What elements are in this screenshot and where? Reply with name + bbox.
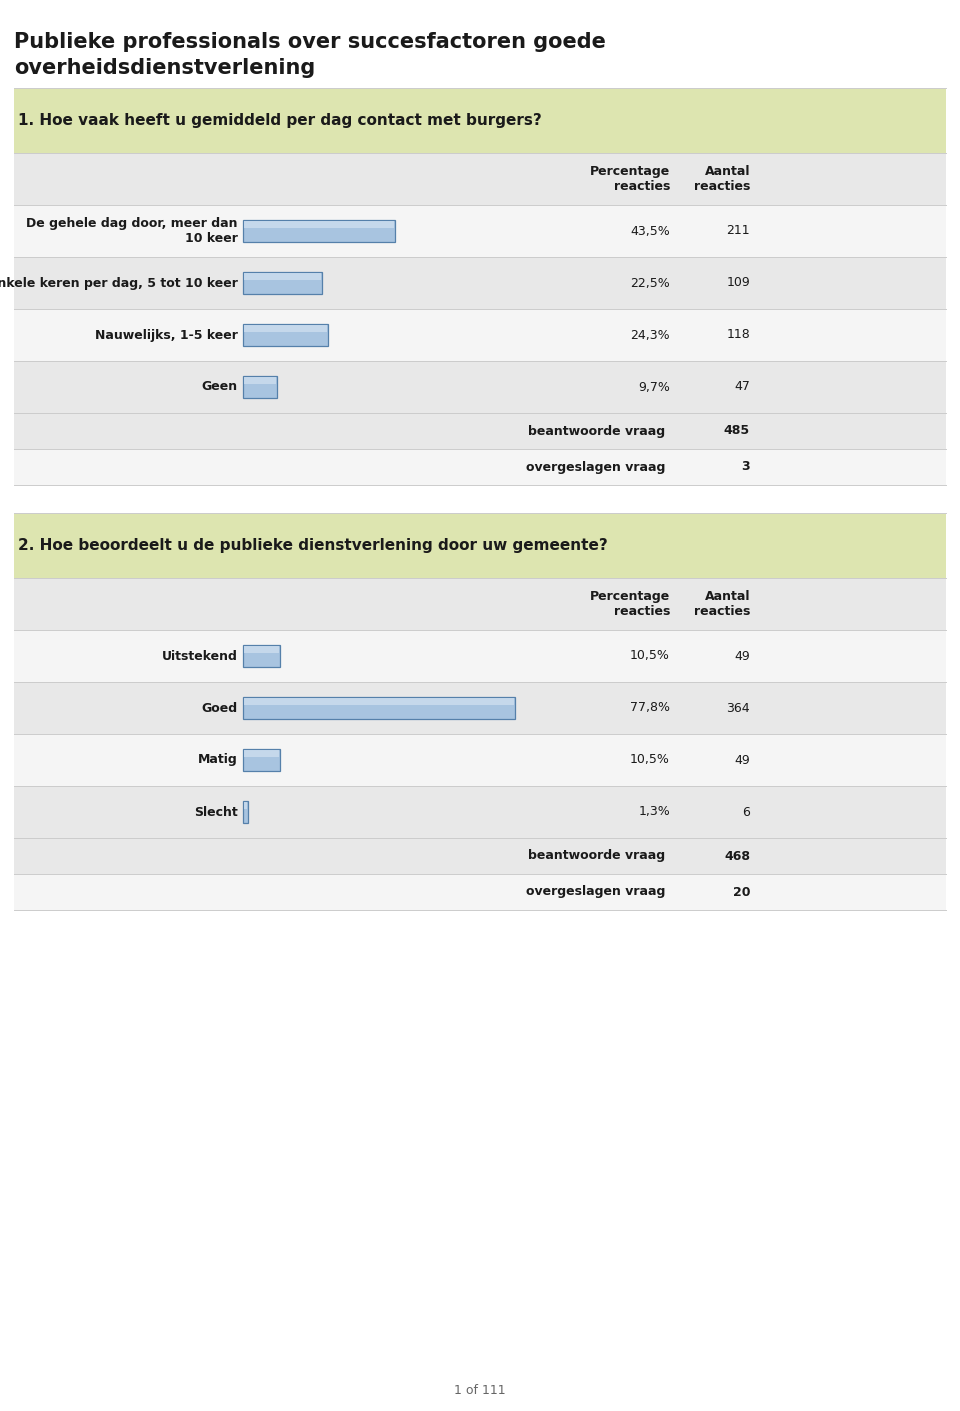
Text: overheidsdienstverlening: overheidsdienstverlening bbox=[14, 58, 315, 78]
Text: 109: 109 bbox=[727, 277, 750, 289]
Bar bbox=[243, 220, 396, 243]
Text: 20: 20 bbox=[732, 886, 750, 899]
Bar bbox=[14, 682, 946, 734]
Text: 3: 3 bbox=[741, 460, 750, 474]
Text: 1,3%: 1,3% bbox=[638, 806, 670, 818]
Bar bbox=[14, 873, 946, 910]
Text: reacties: reacties bbox=[694, 181, 750, 193]
Bar bbox=[243, 749, 279, 770]
Text: Uitstekend: Uitstekend bbox=[162, 649, 238, 663]
Text: 6: 6 bbox=[742, 806, 750, 818]
Text: 9,7%: 9,7% bbox=[638, 381, 670, 394]
Text: 10,5%: 10,5% bbox=[630, 649, 670, 663]
Bar bbox=[14, 786, 946, 838]
Text: Aantal: Aantal bbox=[705, 590, 750, 602]
Text: 468: 468 bbox=[724, 849, 750, 862]
Text: Aantal: Aantal bbox=[705, 165, 750, 178]
Text: 77,8%: 77,8% bbox=[630, 701, 670, 714]
Bar bbox=[243, 645, 279, 667]
Bar bbox=[14, 309, 946, 361]
Bar bbox=[244, 325, 327, 332]
Text: 485: 485 bbox=[724, 425, 750, 437]
Text: Percentage: Percentage bbox=[589, 165, 670, 178]
Bar bbox=[14, 629, 946, 682]
Text: 22,5%: 22,5% bbox=[631, 277, 670, 289]
Bar bbox=[14, 361, 946, 413]
Text: reacties: reacties bbox=[694, 605, 750, 618]
Text: Goed: Goed bbox=[202, 701, 238, 714]
Text: 49: 49 bbox=[734, 753, 750, 766]
Text: 364: 364 bbox=[727, 701, 750, 714]
Bar bbox=[244, 698, 515, 706]
Text: Nauwelijks, 1-5 keer: Nauwelijks, 1-5 keer bbox=[95, 329, 238, 341]
Text: overgeslagen vraag: overgeslagen vraag bbox=[526, 460, 665, 474]
Text: Percentage: Percentage bbox=[589, 590, 670, 602]
Text: overgeslagen vraag: overgeslagen vraag bbox=[526, 886, 665, 899]
Text: 49: 49 bbox=[734, 649, 750, 663]
Bar bbox=[14, 87, 946, 152]
Bar bbox=[14, 449, 946, 485]
Bar bbox=[244, 377, 276, 384]
Text: beantwoorde vraag: beantwoorde vraag bbox=[528, 425, 665, 437]
Text: Enkele keren per dag, 5 tot 10 keer: Enkele keren per dag, 5 tot 10 keer bbox=[0, 277, 238, 289]
Bar bbox=[243, 697, 516, 720]
Bar bbox=[244, 272, 321, 279]
Text: 2. Hoe beoordeelt u de publieke dienstverlening door uw gemeente?: 2. Hoe beoordeelt u de publieke dienstve… bbox=[18, 538, 608, 553]
Text: Publieke professionals over succesfactoren goede: Publieke professionals over succesfactor… bbox=[14, 32, 606, 52]
Text: 118: 118 bbox=[727, 329, 750, 341]
Bar bbox=[243, 272, 322, 293]
Text: reacties: reacties bbox=[613, 181, 670, 193]
Bar bbox=[14, 152, 946, 205]
Text: 24,3%: 24,3% bbox=[631, 329, 670, 341]
Bar bbox=[14, 838, 946, 873]
Text: 211: 211 bbox=[727, 224, 750, 237]
Text: 10,5%: 10,5% bbox=[630, 753, 670, 766]
Text: De gehele dag door, meer dan
10 keer: De gehele dag door, meer dan 10 keer bbox=[27, 217, 238, 246]
Bar bbox=[14, 205, 946, 257]
Text: Geen: Geen bbox=[202, 381, 238, 394]
Text: 1 of 111: 1 of 111 bbox=[454, 1384, 506, 1397]
Text: reacties: reacties bbox=[613, 605, 670, 618]
Bar bbox=[14, 514, 946, 579]
Bar bbox=[14, 257, 946, 309]
Bar bbox=[244, 646, 278, 653]
Bar bbox=[243, 375, 276, 398]
Text: 1. Hoe vaak heeft u gemiddeld per dag contact met burgers?: 1. Hoe vaak heeft u gemiddeld per dag co… bbox=[18, 113, 541, 128]
Bar bbox=[14, 734, 946, 786]
Bar bbox=[14, 579, 946, 629]
Bar bbox=[244, 222, 395, 229]
Bar bbox=[244, 801, 247, 809]
Text: Slecht: Slecht bbox=[194, 806, 238, 818]
Bar bbox=[244, 751, 278, 758]
Text: 43,5%: 43,5% bbox=[631, 224, 670, 237]
Text: Matig: Matig bbox=[199, 753, 238, 766]
Bar bbox=[14, 413, 946, 449]
Bar bbox=[243, 801, 248, 823]
Bar bbox=[243, 325, 328, 346]
Text: 47: 47 bbox=[734, 381, 750, 394]
Text: beantwoorde vraag: beantwoorde vraag bbox=[528, 849, 665, 862]
